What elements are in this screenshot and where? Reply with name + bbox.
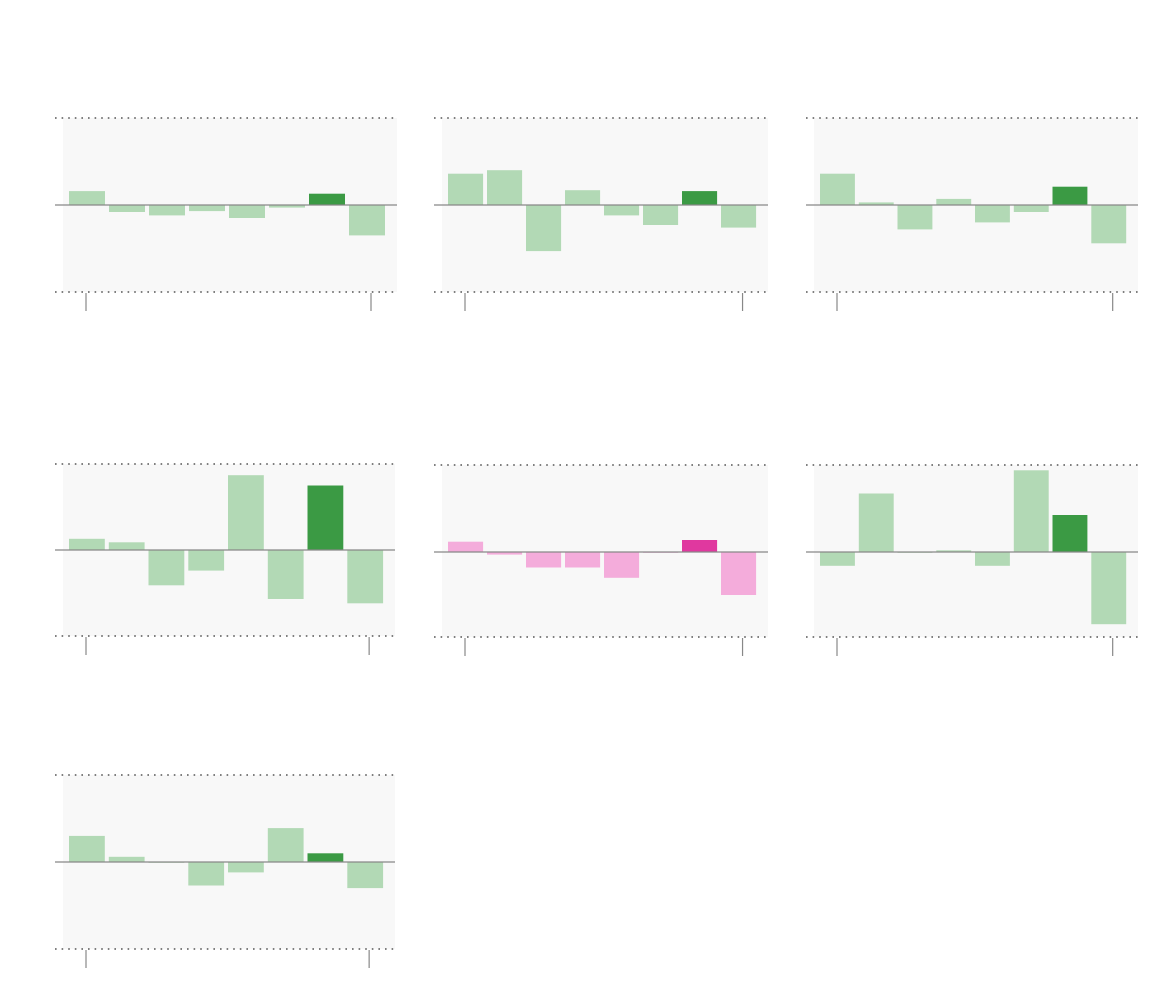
bar-7	[1052, 515, 1088, 552]
bar-6	[267, 828, 304, 862]
bar-1	[820, 552, 855, 566]
bar-4	[936, 198, 972, 205]
bar-8	[721, 552, 757, 595]
bar-4	[188, 550, 225, 571]
chart-svg-4	[55, 463, 395, 655]
bar-8	[721, 205, 757, 228]
bar-7	[307, 485, 344, 550]
bar-4	[936, 550, 972, 552]
bar-3	[148, 550, 185, 586]
bar-7	[682, 191, 718, 205]
bar-2	[108, 856, 145, 862]
bar-7	[1052, 186, 1088, 205]
bar-2	[858, 202, 894, 205]
bar-3	[149, 205, 185, 216]
chart-svg-3	[806, 117, 1138, 311]
bar-6	[267, 550, 304, 599]
bar-2	[858, 493, 894, 552]
chart-panel-4	[55, 463, 395, 656]
chart-panel-5	[434, 464, 768, 657]
bar-3	[897, 205, 933, 230]
bar-7	[309, 193, 345, 205]
chart-svg-7	[55, 774, 395, 968]
bar-8	[1091, 205, 1127, 244]
bar-3	[526, 552, 562, 568]
bar-1	[69, 538, 105, 550]
chart-svg-5	[434, 464, 768, 656]
bar-6	[269, 205, 305, 208]
bar-5	[975, 552, 1010, 566]
bar-5	[604, 552, 640, 578]
bar-4	[188, 862, 225, 886]
bar-4	[565, 190, 601, 205]
chart-panel-2	[434, 117, 768, 312]
bar-8	[1091, 552, 1127, 625]
bar-8	[349, 205, 385, 236]
bar-8	[347, 550, 384, 604]
chart-svg-1	[55, 117, 397, 311]
bar-2	[108, 542, 145, 550]
bar-1	[448, 173, 484, 205]
bar-5	[228, 475, 264, 550]
bar-6	[1013, 470, 1049, 552]
bar-4	[189, 205, 225, 212]
chart-panel-3	[806, 117, 1138, 312]
bar-5	[228, 862, 264, 873]
bar-2	[487, 170, 523, 205]
bar-6	[1013, 205, 1049, 212]
bar-7	[307, 853, 344, 862]
bar-8	[347, 862, 384, 889]
chart-svg-2	[434, 117, 768, 311]
bar-5	[604, 205, 640, 216]
bar-5	[229, 205, 265, 218]
bar-1	[69, 191, 105, 205]
chart-panel-7	[55, 774, 395, 969]
bar-1	[820, 173, 855, 205]
bar-4	[565, 552, 601, 568]
plot-background	[442, 465, 768, 637]
chart-panel-1	[55, 117, 397, 312]
bar-5	[975, 205, 1010, 223]
bar-6	[643, 205, 679, 225]
bar-2	[487, 552, 523, 555]
chart-panel-6	[806, 464, 1138, 657]
bar-3	[526, 205, 562, 252]
bar-2	[109, 205, 145, 212]
chart-svg-6	[806, 464, 1138, 656]
bar-7	[682, 540, 718, 552]
bar-1	[448, 541, 484, 552]
bar-1	[69, 835, 105, 862]
